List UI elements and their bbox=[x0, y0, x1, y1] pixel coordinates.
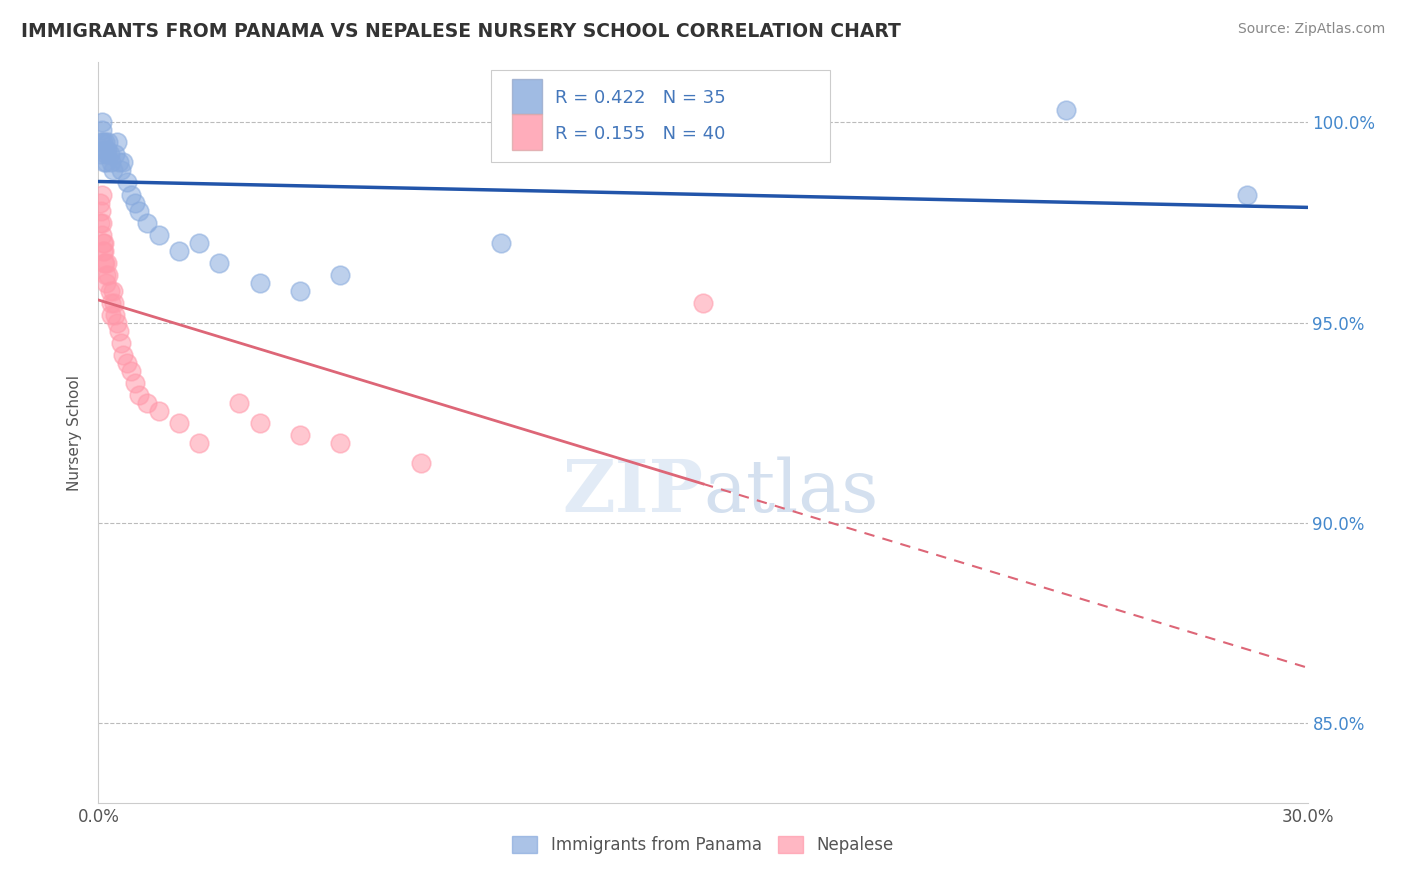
Point bbox=[98, 147, 121, 161]
Point bbox=[188, 235, 211, 250]
Point bbox=[124, 376, 146, 390]
Y-axis label: Nursery School: Nursery School bbox=[67, 375, 83, 491]
Point bbox=[91, 115, 114, 129]
Point bbox=[288, 284, 311, 298]
Point bbox=[135, 395, 157, 409]
Point bbox=[288, 427, 311, 442]
Point bbox=[188, 435, 211, 450]
Point bbox=[96, 144, 118, 158]
Point bbox=[100, 308, 122, 322]
Point bbox=[91, 123, 114, 137]
Point bbox=[91, 235, 114, 250]
Point bbox=[124, 195, 146, 210]
Point bbox=[93, 155, 115, 169]
Point bbox=[148, 403, 170, 417]
Point bbox=[93, 235, 115, 250]
Point bbox=[103, 308, 125, 322]
Text: ZIP: ZIP bbox=[562, 457, 703, 527]
Point bbox=[329, 435, 352, 450]
Point bbox=[94, 136, 117, 150]
FancyBboxPatch shape bbox=[512, 78, 543, 114]
Point bbox=[90, 136, 112, 150]
Point bbox=[94, 255, 117, 269]
Point bbox=[96, 155, 118, 169]
Point bbox=[167, 416, 190, 430]
Point bbox=[692, 295, 714, 310]
Point bbox=[135, 215, 157, 229]
Point bbox=[93, 244, 115, 258]
Point bbox=[249, 276, 271, 290]
Point bbox=[89, 215, 111, 229]
Point bbox=[96, 276, 118, 290]
Point bbox=[491, 235, 513, 250]
Point bbox=[91, 227, 114, 242]
Point bbox=[110, 163, 132, 178]
Point bbox=[111, 155, 134, 169]
Point bbox=[101, 284, 124, 298]
Point bbox=[208, 255, 231, 269]
Point bbox=[228, 395, 250, 409]
Point bbox=[103, 295, 125, 310]
Text: R = 0.155   N = 40: R = 0.155 N = 40 bbox=[555, 125, 725, 144]
Point bbox=[107, 324, 129, 338]
Point bbox=[100, 155, 122, 169]
Point bbox=[115, 355, 138, 369]
Point bbox=[90, 187, 112, 202]
Point bbox=[89, 147, 111, 161]
Point bbox=[91, 244, 114, 258]
Point bbox=[94, 268, 117, 282]
Point bbox=[97, 136, 120, 150]
Point bbox=[96, 255, 118, 269]
Point bbox=[167, 244, 190, 258]
Point bbox=[1054, 103, 1077, 118]
Point bbox=[93, 144, 115, 158]
FancyBboxPatch shape bbox=[492, 70, 830, 162]
Point bbox=[128, 203, 150, 218]
Point bbox=[100, 295, 122, 310]
Point bbox=[91, 215, 114, 229]
FancyBboxPatch shape bbox=[512, 114, 543, 150]
Point bbox=[115, 176, 138, 190]
Point bbox=[90, 203, 112, 218]
Point bbox=[103, 147, 125, 161]
Point bbox=[98, 284, 121, 298]
Point bbox=[94, 147, 117, 161]
Point bbox=[101, 163, 124, 178]
Point bbox=[111, 348, 134, 362]
Point bbox=[128, 387, 150, 401]
Text: IMMIGRANTS FROM PANAMA VS NEPALESE NURSERY SCHOOL CORRELATION CHART: IMMIGRANTS FROM PANAMA VS NEPALESE NURSE… bbox=[21, 22, 901, 41]
Point bbox=[148, 227, 170, 242]
Legend: Immigrants from Panama, Nepalese: Immigrants from Panama, Nepalese bbox=[506, 830, 900, 861]
Text: R = 0.422   N = 35: R = 0.422 N = 35 bbox=[555, 89, 727, 107]
Point bbox=[97, 268, 120, 282]
Point bbox=[91, 136, 114, 150]
Text: Source: ZipAtlas.com: Source: ZipAtlas.com bbox=[1237, 22, 1385, 37]
Text: atlas: atlas bbox=[703, 457, 879, 527]
Point bbox=[89, 195, 111, 210]
Point bbox=[329, 268, 352, 282]
Point bbox=[120, 363, 142, 377]
Point bbox=[107, 155, 129, 169]
Point bbox=[120, 187, 142, 202]
Point bbox=[110, 335, 132, 350]
Point bbox=[93, 255, 115, 269]
Point bbox=[409, 456, 432, 470]
Point bbox=[105, 136, 128, 150]
Point bbox=[1236, 187, 1258, 202]
Point bbox=[105, 316, 128, 330]
Point bbox=[249, 416, 271, 430]
